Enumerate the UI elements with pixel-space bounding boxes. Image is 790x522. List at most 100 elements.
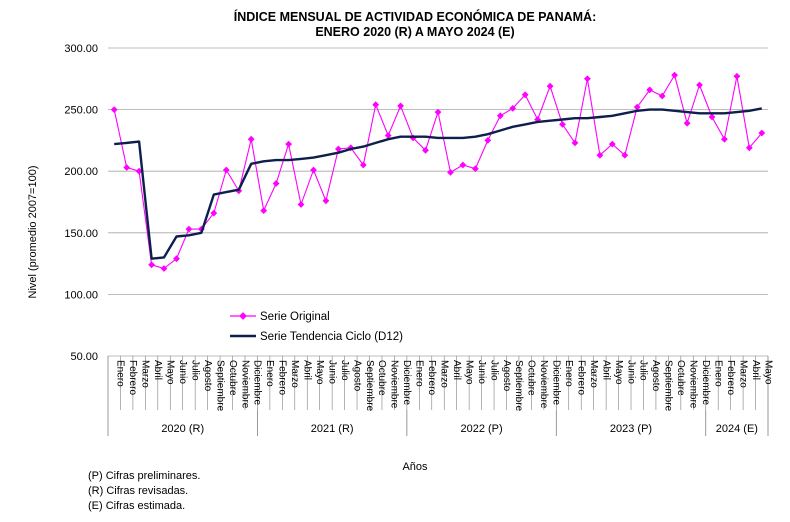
x-tick-label: Julio: [488, 360, 499, 381]
data-point: [633, 103, 641, 111]
x-tick-label: Mayo: [463, 360, 474, 385]
data-point: [297, 201, 305, 208]
x-tick-label: Febrero: [277, 360, 288, 395]
y-tick-label: 100.00: [64, 289, 98, 301]
series-line-1: [114, 107, 763, 260]
x-tick-label: Julio: [638, 360, 649, 381]
x-tick-label: Noviembre: [239, 360, 250, 409]
data-point: [372, 101, 380, 109]
x-tick-label: Octubre: [376, 360, 387, 396]
data-point: [384, 132, 392, 139]
x-tick-label: Enero: [264, 360, 275, 387]
year-label: 2024 (E): [716, 423, 758, 435]
note-preliminary: (P) Cifras preliminares.: [88, 470, 201, 482]
data-point: [459, 161, 467, 169]
data-point: [247, 135, 255, 143]
x-tick-label: Mayo: [762, 360, 773, 385]
x-tick-label: Abril: [451, 360, 462, 380]
data-point: [210, 209, 218, 217]
data-point: [272, 180, 280, 187]
x-tick-label: Junio: [476, 360, 487, 384]
data-point: [397, 102, 404, 110]
year-label: 2021 (R): [311, 423, 354, 435]
x-tick-label: Febrero: [725, 360, 736, 395]
y-tick-label: 200.00: [64, 166, 98, 178]
legend: Serie Original Serie Tendencia Ciclo (D1…: [230, 311, 403, 343]
data-point: [708, 113, 716, 121]
x-tick-label: Diciembre: [700, 360, 711, 405]
data-point: [509, 105, 517, 112]
x-tick-label: Octubre: [675, 360, 686, 396]
data-point: [135, 167, 143, 175]
chart-title-line1: ÍNDICE MENSUAL DE ACTIVIDAD ECONÓMICA DE…: [234, 9, 597, 24]
x-tick-label: Diciembre: [551, 360, 562, 405]
legend-label-trend: Serie Tendencia Ciclo (D12): [260, 331, 403, 343]
data-point: [484, 137, 492, 144]
x-tick-label: Febrero: [575, 360, 586, 395]
x-tick-label: Enero: [712, 360, 723, 387]
y-tick-label: 250.00: [64, 105, 98, 117]
data-point: [584, 75, 591, 83]
data-point: [222, 166, 230, 174]
data-point: [646, 86, 654, 94]
x-tick-label: Marzo: [289, 360, 300, 388]
data-point: [559, 121, 566, 128]
x-tick-label: Enero: [414, 360, 425, 387]
y-axis-title: Nivel (promedio 2007=100): [27, 166, 39, 299]
data-point: [733, 72, 741, 80]
x-tick-label: Abril: [600, 360, 611, 380]
x-tick-label: Abril: [750, 360, 761, 380]
gridlines: [108, 47, 768, 357]
x-tick-label: Mayo: [613, 360, 624, 385]
x-tick-label: Septiembre: [513, 360, 524, 412]
series-lines: [110, 71, 766, 272]
x-tick-label: Junio: [326, 360, 337, 384]
data-point: [745, 144, 753, 152]
data-point: [671, 71, 678, 79]
year-label: 2023 (P): [610, 423, 652, 435]
x-tick-label: Marzo: [439, 360, 450, 388]
data-point: [472, 165, 479, 173]
data-point: [110, 106, 118, 113]
data-point: [335, 145, 342, 153]
x-tick-label: Marzo: [140, 360, 151, 388]
data-point: [696, 81, 703, 89]
x-tick-label: Junio: [625, 360, 636, 384]
x-tick-label: Diciembre: [252, 360, 263, 405]
x-tick-label: Marzo: [588, 360, 599, 388]
data-point: [185, 225, 193, 233]
y-axis-ticks: 50.00 100.00 150.00 200.00 250.00 300.00: [64, 43, 98, 363]
x-tick-label: Enero: [563, 360, 574, 387]
x-tick-label: Agosto: [650, 360, 661, 392]
legend-label-original: Serie Original: [260, 311, 330, 323]
x-tick-label: Noviembre: [389, 360, 400, 409]
note-estimated: (E) Cifras estimada.: [88, 500, 186, 512]
x-tick-label: Diciembre: [401, 360, 412, 405]
year-label: 2022 (P): [460, 423, 502, 435]
data-point: [683, 119, 691, 127]
data-point: [447, 169, 454, 176]
y-tick-label: 50.00: [70, 351, 98, 363]
x-tick-label: Junio: [177, 360, 188, 384]
x-tick-label: Octubre: [227, 360, 238, 396]
data-point: [596, 151, 604, 159]
x-tick-label: Febrero: [127, 360, 138, 395]
x-tick-label: Agosto: [501, 360, 512, 392]
x-tick-label: Mayo: [165, 360, 176, 385]
data-point: [260, 207, 268, 214]
x-tick-label: Septiembre: [364, 360, 375, 412]
data-point: [721, 135, 728, 143]
y-tick-label: 150.00: [64, 228, 98, 240]
legend-marker-original: [239, 312, 247, 320]
x-tick-label: Julio: [339, 360, 350, 381]
data-point: [285, 140, 292, 148]
x-tick-label: Septiembre: [214, 360, 225, 412]
x-tick-label: Agosto: [202, 360, 213, 392]
data-point: [521, 91, 529, 99]
series-line-0: [113, 74, 763, 270]
data-point: [148, 261, 155, 269]
x-tick-label: Enero: [115, 360, 126, 387]
x-tick-label: Octubre: [526, 360, 537, 396]
